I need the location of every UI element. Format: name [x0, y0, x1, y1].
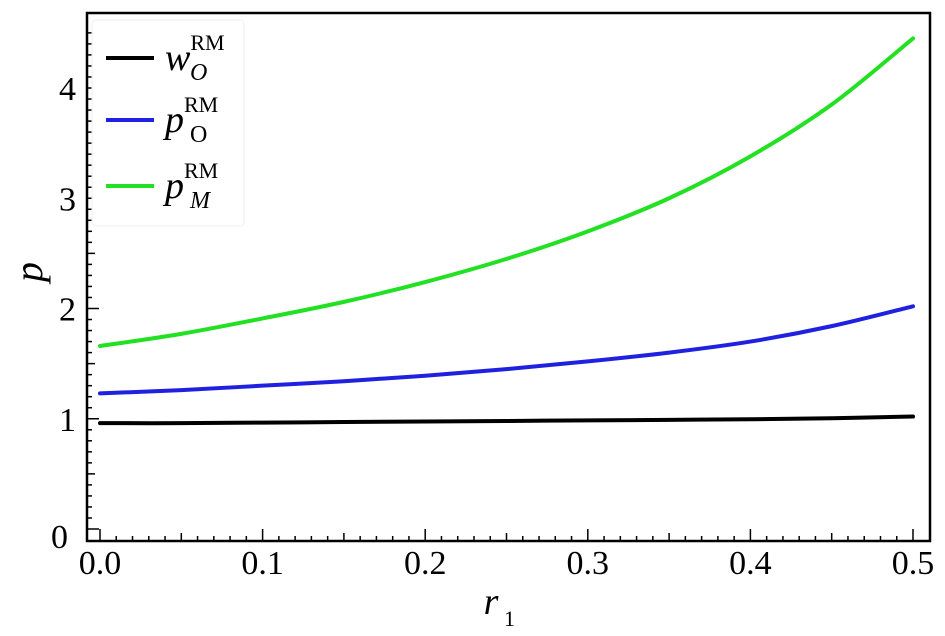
plot-frame — [85, 11, 932, 543]
legend-subscript: M — [189, 188, 212, 214]
axis-labels: r 1p — [6, 262, 515, 631]
series-lines — [98, 36, 915, 426]
legend-label: wRM — [165, 30, 225, 79]
legend-label: pRM — [162, 158, 218, 207]
y-tick-label: 3 — [59, 181, 76, 218]
legend-subscript: O — [190, 122, 207, 148]
x-axis-label-subscript: 1 — [504, 606, 515, 631]
x-tick-label: 0.1 — [241, 545, 284, 582]
legend-label: pRM — [162, 92, 218, 141]
axis-ticks: 0.0 0.1 0.2 0.3 0.4 0.5 0 1 2 3 4 — [51, 32, 935, 582]
x-axis-label: r — [484, 581, 499, 623]
y-tick-label: 4 — [59, 71, 76, 108]
series-line-p_O^RM — [98, 304, 915, 396]
x-tick-label: 0.2 — [404, 545, 447, 582]
x-tick-label: 0.4 — [729, 545, 772, 582]
series-line-w_O^RM — [98, 414, 915, 426]
x-tick-label: 0.0 — [79, 545, 122, 582]
y-tick-label: 2 — [59, 292, 76, 329]
x-tick-label: 0.5 — [892, 545, 935, 582]
y-tick-label: 1 — [59, 402, 76, 439]
x-tick-label: 0.3 — [567, 545, 610, 582]
y-tick-label: 0 — [51, 519, 68, 556]
series-line-p_M^RM — [98, 36, 915, 348]
y-axis-label: p — [6, 262, 51, 285]
legend-box — [91, 19, 245, 227]
legend-subscript: O — [190, 60, 207, 86]
